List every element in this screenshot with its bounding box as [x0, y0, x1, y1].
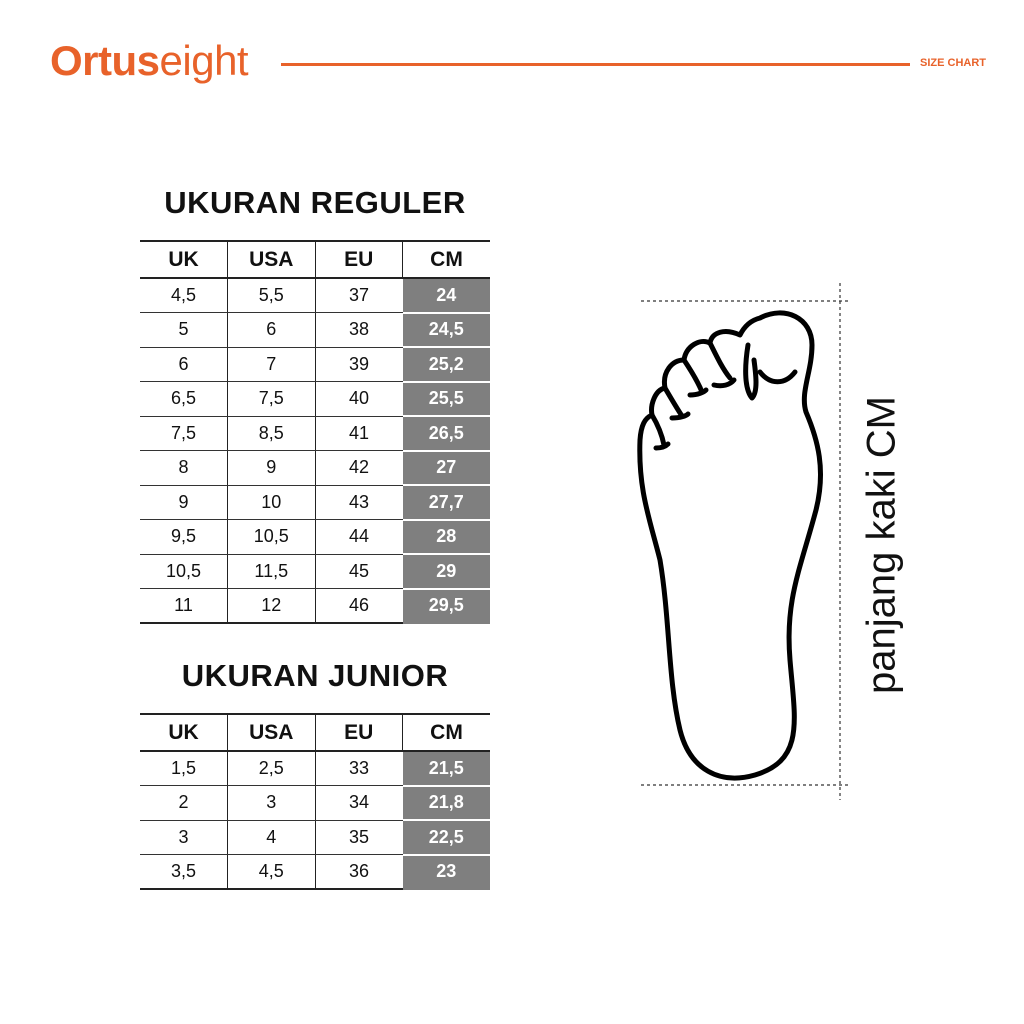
cell-eu: 42: [314, 450, 403, 486]
cell-eu: 40: [314, 381, 403, 417]
foot-icon: [637, 310, 823, 781]
cell-uk: 4,5: [140, 278, 228, 313]
column-header-uk: UK: [140, 240, 228, 279]
cell-cm: 24,5: [402, 312, 490, 348]
cell-uk: 8: [140, 450, 228, 486]
ortuseight-logo: Ortuseight: [50, 37, 249, 84]
cell-usa: 7: [227, 347, 315, 382]
foot-outline-diagram: [637, 283, 850, 800]
cell-uk: 6,5: [140, 381, 228, 417]
table-row: 2 3 34 21,8: [140, 785, 490, 821]
header-divider: [281, 63, 910, 66]
junior-size-table: UK USA EU CM 1,5 2,5 33 21,5 2 3 34 21,8 3 4 35 22,5 3,5…: [140, 713, 490, 890]
cell-usa: 10,5: [227, 519, 315, 555]
junior-title: UKURAN JUNIOR: [181, 658, 449, 693]
cell-eu: 38: [314, 312, 403, 348]
cell-eu: 39: [314, 347, 403, 382]
cell-cm: 22,5: [402, 820, 490, 856]
table-row: 9 10 43 27,7: [140, 485, 490, 521]
cell-uk: 11: [140, 588, 228, 624]
cell-cm: 21,8: [402, 785, 490, 821]
table-row: 6 7 39 25,2: [140, 347, 490, 383]
regular-title: UKURAN REGULER: [164, 185, 466, 220]
cell-usa: 9: [227, 450, 315, 486]
column-header-uk: UK: [140, 713, 228, 752]
column-header-eu: EU: [314, 713, 403, 752]
table-row: 10,5 11,5 45 29: [140, 554, 490, 590]
cell-eu: 41: [314, 416, 403, 451]
cell-cm: 21,5: [402, 751, 490, 787]
cell-usa: 11,5: [227, 554, 315, 589]
cell-uk: 9,5: [140, 519, 228, 555]
cell-uk: 7,5: [140, 416, 228, 451]
cell-usa: 4,5: [227, 854, 315, 890]
cell-eu: 43: [314, 485, 403, 520]
cell-uk: 3,5: [140, 854, 228, 890]
table-row: 11 12 46 29,5: [140, 588, 490, 624]
cell-cm: 27: [402, 450, 490, 486]
cell-cm: 25,2: [402, 347, 490, 383]
cell-cm: 23: [402, 854, 490, 890]
table-row: 9,5 10,5 44 28: [140, 519, 490, 555]
cell-cm: 29,5: [402, 588, 490, 624]
cell-eu: 44: [314, 519, 403, 555]
cell-cm: 26,5: [402, 416, 490, 452]
cell-uk: 1,5: [140, 751, 228, 786]
column-header-cm: CM: [402, 240, 490, 279]
cell-cm: 25,5: [402, 381, 490, 417]
column-header-usa: USA: [227, 240, 315, 279]
cell-usa: 7,5: [227, 381, 315, 417]
cell-usa: 12: [227, 588, 315, 624]
table-row: 5 6 38 24,5: [140, 312, 490, 348]
cell-uk: 2: [140, 785, 228, 821]
cell-uk: 3: [140, 820, 228, 855]
cell-usa: 10: [227, 485, 315, 520]
table-row: 6,5 7,5 40 25,5: [140, 381, 490, 417]
cell-usa: 6: [227, 312, 315, 348]
cell-usa: 3: [227, 785, 315, 821]
table-row: 7,5 8,5 41 26,5: [140, 416, 490, 452]
cell-uk: 9: [140, 485, 228, 520]
cell-uk: 6: [140, 347, 228, 382]
cell-cm: 27,7: [402, 485, 490, 521]
table-row: 3,5 4,5 36 23: [140, 854, 490, 890]
table-row: 8 9 42 27: [140, 450, 490, 486]
cell-eu: 35: [314, 820, 403, 855]
cell-eu: 34: [314, 785, 403, 821]
foot-length-label: panjang kaki CM: [859, 396, 904, 694]
cell-cm: 24: [402, 278, 490, 314]
cell-cm: 29: [402, 554, 490, 590]
cell-usa: 2,5: [227, 751, 315, 786]
cell-eu: 45: [314, 554, 403, 589]
table-row: 3 4 35 22,5: [140, 820, 490, 856]
size-chart-label: SIZE CHART: [920, 57, 986, 69]
column-header-cm: CM: [402, 713, 490, 752]
cell-usa: 8,5: [227, 416, 315, 451]
column-header-usa: USA: [227, 713, 315, 752]
cell-usa: 5,5: [227, 278, 315, 313]
table-header-row: UK USA EU CM: [140, 240, 490, 279]
cell-uk: 5: [140, 312, 228, 348]
table-row: 1,5 2,5 33 21,5: [140, 751, 490, 787]
cell-uk: 10,5: [140, 554, 228, 589]
cell-cm: 28: [402, 519, 490, 555]
cell-eu: 36: [314, 854, 403, 890]
cell-usa: 4: [227, 820, 315, 855]
table-header-row: UK USA EU CM: [140, 713, 490, 752]
regular-size-table: UK USA EU CM 4,5 5,5 37 24 5 6 38 24,5 6 7 39 25,2 6,5 7,…: [140, 240, 490, 624]
column-header-eu: EU: [314, 240, 403, 279]
cell-eu: 37: [314, 278, 403, 313]
cell-eu: 33: [314, 751, 403, 786]
cell-eu: 46: [314, 588, 403, 624]
table-row: 4,5 5,5 37 24: [140, 278, 490, 314]
